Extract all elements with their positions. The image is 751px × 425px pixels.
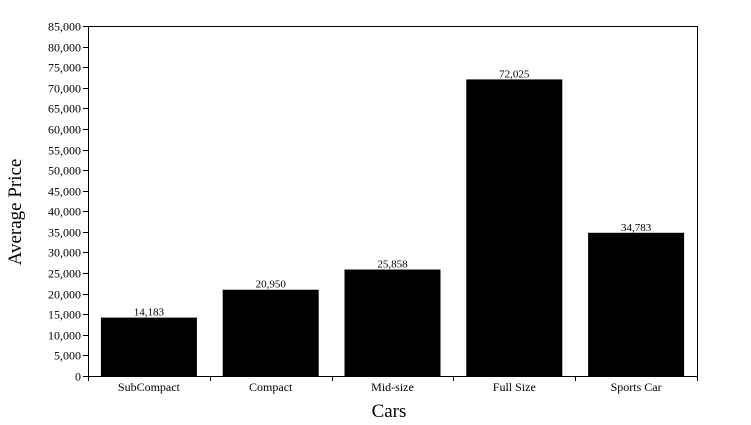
y-tick-label: 75,000	[48, 61, 81, 75]
y-tick-label: 30,000	[48, 246, 81, 260]
data-label: 34,783	[621, 222, 652, 234]
y-tick-label: 50,000	[48, 164, 81, 178]
y-tick-label: 40,000	[48, 205, 81, 219]
data-label: 25,858	[377, 259, 408, 271]
plot-frame	[88, 26, 698, 377]
y-tick-label: 80,000	[48, 41, 81, 55]
y-tick-label: 85,000	[48, 20, 81, 34]
data-label: 72,025	[499, 68, 530, 80]
x-tick-label: Sports Car	[611, 380, 662, 394]
x-tick-label: Full Size	[493, 380, 536, 394]
x-axis-title: Cars	[372, 401, 407, 422]
bar	[466, 79, 563, 377]
y-tick-label: 5,000	[54, 349, 81, 363]
x-tick-label: Compact	[249, 380, 293, 394]
y-tick-label: 10,000	[48, 329, 81, 343]
data-label: 14,183	[134, 307, 165, 319]
y-tick-label: 15,000	[48, 308, 81, 322]
bar	[222, 289, 319, 376]
plot-area	[88, 26, 698, 377]
y-tick-label: 65,000	[48, 102, 81, 116]
y-axis: 0 5,000 10,000 15,000 20,000 25,000 30,000 35,0…	[48, 20, 88, 384]
data-label: 20,950	[256, 279, 287, 291]
bar	[100, 317, 197, 376]
y-tick-label: 0	[75, 370, 81, 384]
y-tick-label: 25,000	[48, 267, 81, 281]
bar	[588, 232, 685, 376]
y-tick-label: 70,000	[48, 82, 81, 96]
y-tick-label: 45,000	[48, 185, 81, 199]
bars	[100, 79, 685, 377]
x-tick-label: Mid-size	[371, 380, 414, 394]
data-labels: 14,183 20,950 25,858 72,025 34,783	[134, 68, 652, 318]
x-tick-label: SubCompact	[118, 380, 181, 394]
bar	[344, 269, 441, 376]
y-tick-label: 55,000	[48, 144, 81, 158]
y-axis-title: Average Price	[5, 159, 26, 266]
y-tick-label: 20,000	[48, 288, 81, 302]
x-axis: SubCompact Compact Mid-size Full Size Sports…	[88, 376, 698, 394]
y-tick-label: 35,000	[48, 226, 81, 240]
y-tick-label: 60,000	[48, 123, 81, 137]
